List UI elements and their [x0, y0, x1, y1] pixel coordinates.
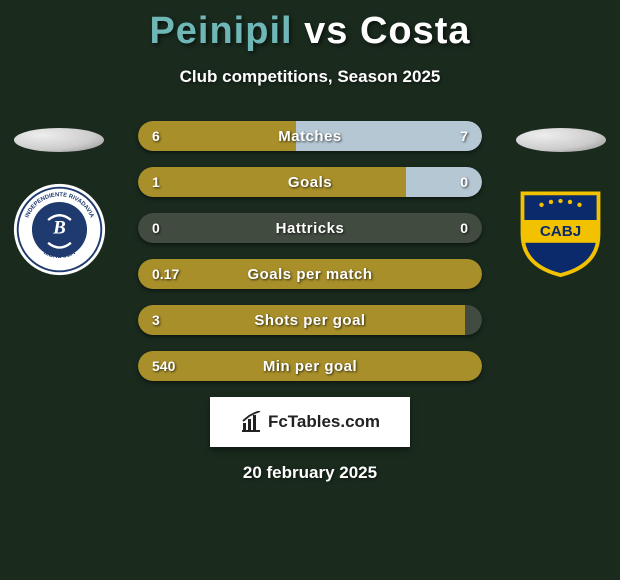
stat-label: Min per goal [138, 351, 482, 381]
page-title: Peinipil vs Costa [0, 0, 620, 53]
player-left-name: Peinipil [149, 10, 292, 52]
stat-row: 1Goals0 [138, 167, 482, 197]
stat-row: 6Matches7 [138, 121, 482, 151]
stat-row: 0.17Goals per match [138, 259, 482, 289]
stat-label: Shots per goal [138, 305, 482, 335]
player-right-avatar [516, 128, 606, 152]
vs-text: vs [304, 10, 348, 52]
club-badge-left: INDEPENDIENTE RIVADAVIA MENDOZA B [12, 182, 107, 277]
chart-icon [240, 411, 262, 433]
stat-label: Matches [138, 121, 482, 151]
svg-text:CABJ: CABJ [540, 223, 581, 240]
subtitle: Club competitions, Season 2025 [0, 67, 620, 87]
independiente-rivadavia-icon: INDEPENDIENTE RIVADAVIA MENDOZA B [12, 182, 107, 277]
player-right-name: Costa [360, 10, 471, 52]
player-left-avatar [14, 128, 104, 152]
svg-text:B: B [52, 217, 66, 238]
stat-value-right: 0 [460, 167, 468, 197]
boca-juniors-icon: CABJ [513, 182, 608, 277]
brand-text: FcTables.com [268, 412, 380, 432]
stats-section: 6Matches71Goals00Hattricks00.17Goals per… [138, 121, 482, 381]
stat-value-right: 7 [460, 121, 468, 151]
stat-row: 0Hattricks0 [138, 213, 482, 243]
stat-label: Hattricks [138, 213, 482, 243]
stat-value-right: 0 [460, 213, 468, 243]
stat-row: 540Min per goal [138, 351, 482, 381]
brand-box[interactable]: FcTables.com [210, 397, 410, 447]
footer-date: 20 february 2025 [0, 463, 620, 483]
stat-label: Goals per match [138, 259, 482, 289]
stat-label: Goals [138, 167, 482, 197]
stat-row: 3Shots per goal [138, 305, 482, 335]
club-badge-right: CABJ [513, 182, 608, 277]
